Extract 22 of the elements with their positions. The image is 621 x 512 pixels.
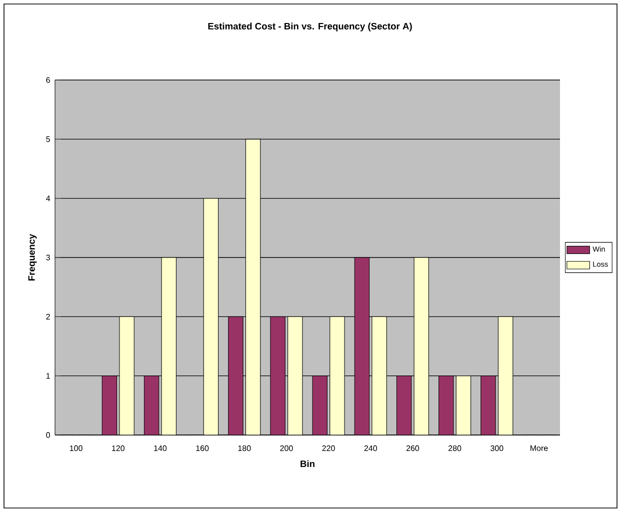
y-tick-label: 3 — [46, 254, 50, 260]
y-tick-label: 4 — [46, 196, 50, 202]
x-tick-label: 220 — [322, 445, 335, 452]
x-tick-label: 140 — [154, 445, 167, 452]
y-axis-title: Frequency — [28, 234, 37, 280]
y-tick-label: 2 — [46, 314, 50, 320]
x-tick-label: 160 — [196, 445, 209, 452]
chart-title: Estimated Cost - Bin vs. Frequency (Sector A) — [208, 22, 412, 32]
y-tick-label: 1 — [46, 373, 50, 379]
x-tick-label: 120 — [112, 445, 124, 452]
x-tick-label: 180 — [238, 445, 251, 452]
x-tick-label: 200 — [280, 445, 293, 452]
x-tick-label: 100 — [70, 445, 82, 452]
x-tick-label: 300 — [490, 445, 504, 452]
x-tick-label: 240 — [364, 445, 377, 452]
x-tick-label: 260 — [406, 445, 420, 452]
y-tick-label: 6 — [46, 77, 50, 83]
x-axis-title: Bin — [300, 460, 314, 467]
y-tick-label: 5 — [46, 136, 50, 142]
x-tick-label: 280 — [448, 445, 462, 452]
x-tick-label: More — [530, 445, 548, 451]
y-tick-label: 0 — [46, 432, 50, 438]
